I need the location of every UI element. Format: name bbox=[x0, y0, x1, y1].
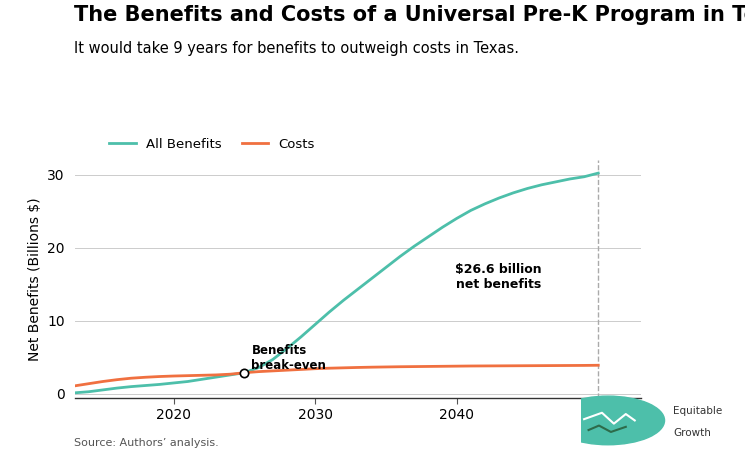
Text: $26.6 billion
net benefits: $26.6 billion net benefits bbox=[455, 263, 542, 291]
Y-axis label: Net Benefits (Billions $): Net Benefits (Billions $) bbox=[28, 197, 42, 361]
Text: Growth: Growth bbox=[673, 428, 711, 438]
Text: Equitable: Equitable bbox=[673, 406, 723, 416]
Circle shape bbox=[551, 396, 665, 445]
Legend: All Benefits, Costs: All Benefits, Costs bbox=[110, 138, 315, 151]
Text: Benefits
break-even: Benefits break-even bbox=[251, 344, 326, 372]
Text: It would take 9 years for benefits to outweigh costs in Texas.: It would take 9 years for benefits to ou… bbox=[74, 41, 519, 56]
Text: Source: Authors’ analysis.: Source: Authors’ analysis. bbox=[74, 438, 219, 448]
Text: The Benefits and Costs of a Universal Pre-K Program in Texas: The Benefits and Costs of a Universal Pr… bbox=[74, 5, 745, 25]
